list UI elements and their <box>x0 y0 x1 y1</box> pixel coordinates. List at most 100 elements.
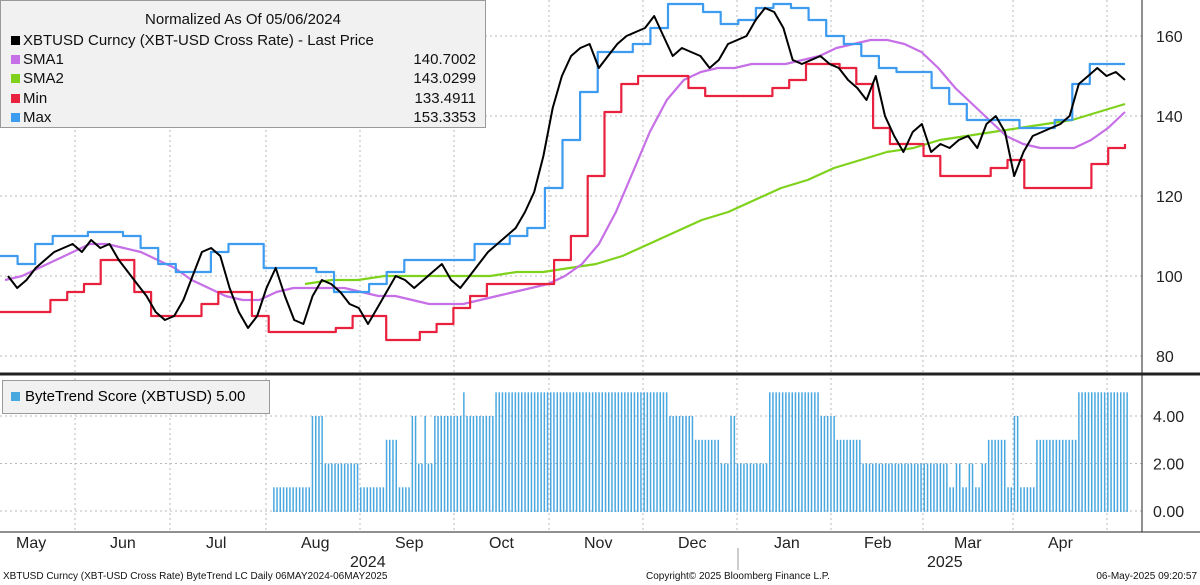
score-bar <box>717 439 719 512</box>
score-bar <box>392 439 394 512</box>
score-bar <box>582 392 584 512</box>
score-bar <box>1126 392 1128 512</box>
score-bar <box>949 487 951 512</box>
score-bar <box>849 439 851 512</box>
score-bar <box>897 463 900 512</box>
score-bar <box>830 416 832 512</box>
score-bar <box>1007 487 1009 512</box>
score-bar <box>504 392 507 512</box>
y-tick-label-upper: 100 <box>1156 269 1183 286</box>
footer-right: 06-May-2025 09:20:57 <box>1096 571 1197 582</box>
score-bar <box>759 463 761 512</box>
score-bar <box>633 392 636 512</box>
score-bar <box>723 463 726 512</box>
score-bar <box>643 392 645 512</box>
score-bar <box>1000 439 1003 512</box>
score-bar <box>379 487 381 512</box>
score-bar <box>762 463 764 512</box>
score-bar <box>756 463 758 512</box>
score-bar <box>749 463 752 512</box>
score-bar <box>511 392 513 512</box>
score-bar <box>665 392 668 512</box>
score-bar <box>720 463 723 512</box>
score-bar <box>826 416 829 512</box>
score-bar <box>823 416 826 512</box>
score-bar <box>939 463 942 512</box>
score-bar <box>566 392 568 512</box>
legend-value-min: 133.4911 <box>414 90 476 107</box>
score-bar <box>923 463 925 512</box>
score-bar <box>324 463 327 512</box>
score-bar <box>540 392 542 512</box>
series-line-sma2 <box>304 102 1126 286</box>
score-bar <box>562 392 565 512</box>
score-bar <box>472 416 475 512</box>
lower-legend: ByteTrend Score (XBTUSD) 5.00 <box>2 380 270 414</box>
x-tick-label: Apr <box>1048 535 1074 552</box>
score-bar <box>675 416 678 512</box>
score-bar <box>862 463 864 512</box>
score-bar <box>421 463 423 512</box>
score-bar <box>740 463 742 512</box>
score-bar <box>463 392 465 512</box>
legend-value-max: 153.3353 <box>413 109 476 126</box>
score-bar <box>701 439 703 512</box>
score-bar <box>959 463 961 512</box>
score-bar <box>1016 416 1019 512</box>
score-bar <box>353 463 356 512</box>
score-bar <box>305 487 307 512</box>
y-tick-label-upper: 120 <box>1156 189 1183 206</box>
score-bar <box>881 463 884 512</box>
score-bar <box>1023 487 1025 512</box>
score-bar <box>1087 392 1090 512</box>
score-bar <box>839 439 842 512</box>
score-bar <box>521 392 523 512</box>
year-label: 2025 <box>927 554 963 571</box>
legend-swatch-sma2 <box>11 74 20 83</box>
score-bar <box>975 487 977 512</box>
lower-legend-swatch <box>11 392 20 401</box>
score-bar <box>453 416 455 512</box>
x-tick-label: Feb <box>864 535 892 552</box>
score-bar <box>1110 392 1112 512</box>
score-bar <box>282 487 285 512</box>
score-bar <box>360 487 362 512</box>
score-bar <box>617 392 620 512</box>
score-bar <box>649 392 652 512</box>
score-bar <box>772 392 774 512</box>
score-bar <box>372 487 375 512</box>
score-bar <box>308 487 310 512</box>
score-bar <box>556 392 558 512</box>
score-bar <box>286 487 288 512</box>
score-bar <box>447 416 449 512</box>
score-bar <box>820 416 822 512</box>
score-bar <box>1058 439 1061 512</box>
x-tick-label: Aug <box>301 535 329 552</box>
score-bar <box>868 463 871 512</box>
score-bar <box>408 487 410 512</box>
score-bar <box>846 439 848 512</box>
legend-label-sma1: SMA1 <box>23 51 64 68</box>
score-bar <box>942 463 945 512</box>
score-bar <box>340 463 343 512</box>
score-bar <box>910 463 913 512</box>
score-bar <box>965 487 967 512</box>
legend-swatch-sma1 <box>11 55 20 64</box>
score-bar <box>878 463 880 512</box>
legend-row-max: Max 153.3353 <box>11 108 476 127</box>
x-tick-label: Oct <box>489 535 514 552</box>
score-bar <box>550 392 552 512</box>
score-bar <box>331 463 333 512</box>
legend-value-sma1: 140.7002 <box>413 51 476 68</box>
score-bar <box>933 463 935 512</box>
score-bar <box>785 392 787 512</box>
footer-left: XBTUSD Curncy (XBT-USD Cross Rate) ByteT… <box>3 571 388 582</box>
score-bar <box>395 439 397 512</box>
score-bar <box>601 392 603 512</box>
score-bar <box>884 463 887 512</box>
score-bar <box>817 392 819 512</box>
score-bar <box>356 463 359 512</box>
score-bar <box>492 416 494 512</box>
score-bar <box>434 416 436 512</box>
score-bar <box>778 392 781 512</box>
